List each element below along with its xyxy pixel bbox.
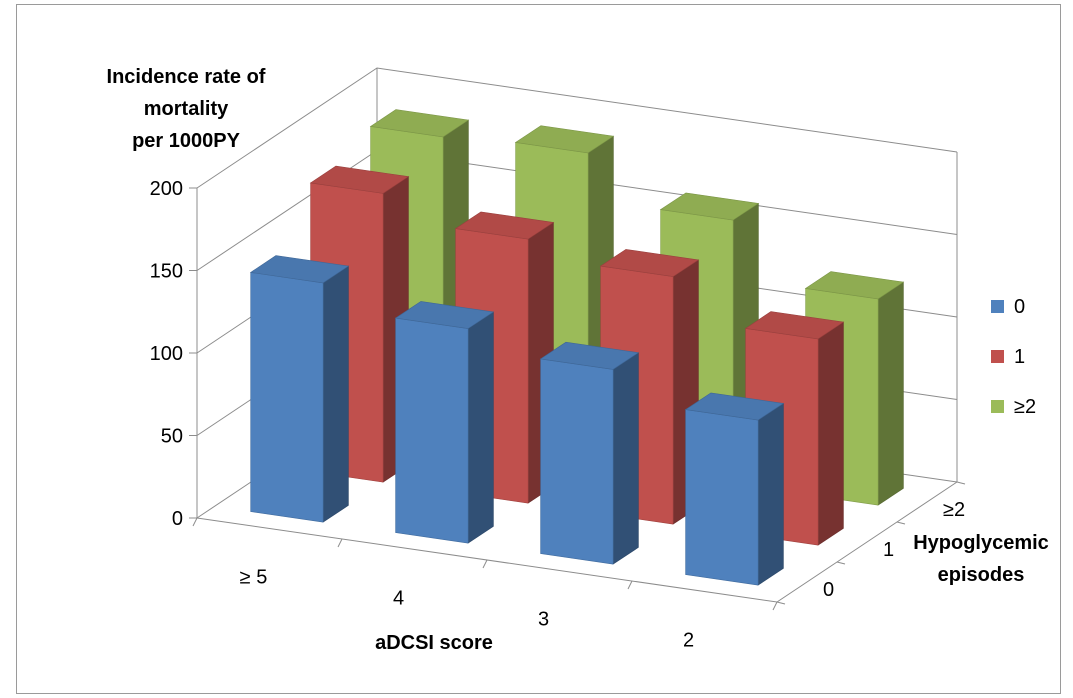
- bar-side: [877, 281, 904, 506]
- bar-side: [757, 402, 784, 586]
- bar-top: [599, 249, 700, 277]
- bar-0-4: [394, 301, 495, 544]
- chart-title-line-3: per 1000PY: [132, 130, 241, 152]
- bar-front: [540, 358, 614, 565]
- x-tick-label-3: 2: [683, 630, 694, 652]
- chart-3d-column: Incidence rate of mortality per 1000PY a…: [107, 66, 1049, 654]
- bar-top: [539, 341, 640, 370]
- bar-top: [454, 211, 555, 240]
- bar-top: [369, 109, 470, 138]
- bar-top: [744, 311, 845, 340]
- y-tick-label-1: 50: [161, 426, 183, 448]
- y-tick-label-3: 150: [150, 261, 183, 283]
- x-tick-label-0: ≥ 5: [240, 567, 268, 589]
- bar-top: [394, 301, 495, 329]
- x-tick-mark-1: [337, 538, 343, 548]
- x-tick-mark-4: [772, 601, 778, 611]
- legend-label-0: 0: [1014, 296, 1025, 318]
- bar-0-≥ 5: [249, 255, 350, 523]
- x-axis-title: aDCSI score: [375, 632, 493, 654]
- bar-side: [612, 352, 639, 565]
- chart-labels: Incidence rate of mortality per 1000PY a…: [107, 66, 1049, 654]
- chart-title-line-2: mortality: [144, 98, 229, 120]
- x-tick-mark-0: [192, 517, 198, 527]
- bar-front: [395, 317, 469, 544]
- bar-side: [467, 311, 494, 544]
- bar-side: [322, 265, 349, 523]
- bar-side: [817, 321, 844, 546]
- chart-legend: 0 1 ≥2: [991, 296, 1036, 418]
- bar-top: [249, 255, 350, 284]
- bar-top: [659, 192, 760, 221]
- z-tick-mark-1: [836, 561, 846, 565]
- y-tick-label-0: 0: [172, 508, 183, 530]
- bar-0-2: [684, 392, 785, 586]
- x-tick-label-1: 4: [393, 588, 404, 610]
- x-tick-mark-2: [482, 559, 488, 569]
- z-tick-label-1: 1: [883, 539, 894, 561]
- y-tick-label-2: 100: [150, 343, 183, 365]
- x-tick-mark-3: [627, 580, 633, 590]
- legend-swatch-2: [991, 400, 1004, 413]
- legend-label-1: 1: [1014, 346, 1025, 368]
- legend-label-2: ≥2: [1014, 396, 1036, 418]
- bar-0-3: [539, 341, 640, 565]
- chart-frame: Incidence rate of mortality per 1000PY a…: [16, 4, 1061, 694]
- legend-swatch-1: [991, 350, 1004, 363]
- bar-top: [804, 271, 905, 300]
- z-tick-mark-0: [776, 601, 786, 605]
- bar-front: [250, 272, 324, 523]
- z-tick-label-0: 0: [823, 579, 834, 601]
- bar-top: [309, 165, 410, 194]
- legend-swatch-0: [991, 300, 1004, 313]
- depth-axis-title-line-2: episodes: [938, 564, 1025, 586]
- bar-top: [684, 392, 785, 421]
- chart-bars: [249, 109, 905, 586]
- depth-axis-title-line-1: Hypoglycemic: [913, 532, 1049, 554]
- chart-title-line-1: Incidence rate of: [107, 66, 266, 88]
- z-tick-mark-2: [896, 521, 906, 525]
- bar-front: [685, 409, 759, 586]
- y-tick-label-4: 200: [150, 178, 183, 200]
- bar-top: [514, 125, 615, 154]
- x-tick-label-2: 3: [538, 609, 549, 631]
- z-tick-mark-3: [956, 481, 966, 485]
- z-tick-label-2: ≥2: [943, 499, 965, 521]
